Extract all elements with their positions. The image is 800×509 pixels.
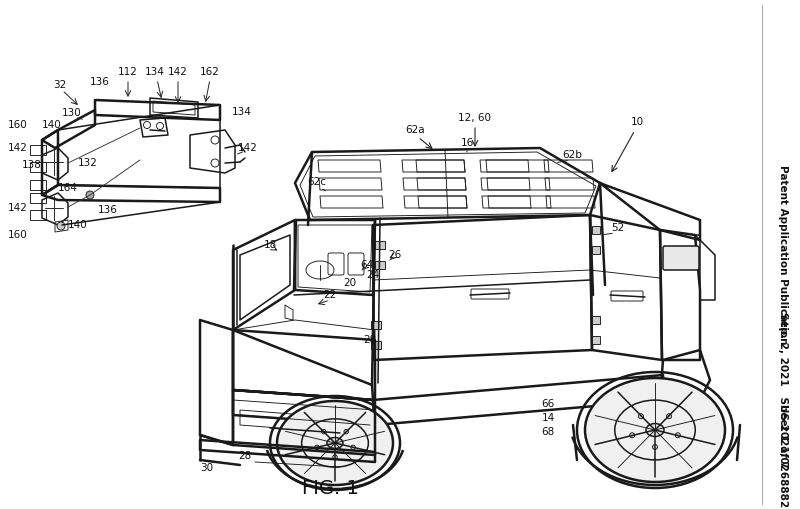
Text: 160: 160: [8, 120, 28, 130]
Bar: [30, 145, 46, 155]
Bar: [375, 261, 385, 269]
Text: Patent Application Publication: Patent Application Publication: [778, 165, 788, 345]
Text: 160: 160: [8, 230, 28, 240]
Text: 12, 60: 12, 60: [458, 113, 491, 123]
Text: 140: 140: [68, 220, 88, 230]
Bar: [30, 180, 46, 190]
Text: 62a: 62a: [405, 125, 425, 135]
Text: 62c: 62c: [307, 177, 326, 187]
Circle shape: [333, 455, 338, 459]
Text: 142: 142: [8, 143, 28, 153]
Circle shape: [314, 445, 319, 449]
Text: 142: 142: [8, 203, 28, 213]
Circle shape: [86, 191, 94, 199]
Text: 136: 136: [90, 77, 110, 87]
Circle shape: [322, 430, 326, 434]
Circle shape: [57, 222, 65, 230]
Circle shape: [653, 444, 658, 449]
Text: 140: 140: [42, 120, 62, 130]
Ellipse shape: [585, 378, 725, 482]
Text: 28: 28: [363, 335, 377, 345]
Bar: [371, 341, 381, 349]
Bar: [30, 210, 46, 220]
Text: 10: 10: [630, 117, 643, 127]
Text: FIG. 1: FIG. 1: [302, 478, 358, 497]
Text: 64: 64: [360, 260, 374, 270]
Text: 136: 136: [98, 205, 118, 215]
Text: 134: 134: [145, 67, 165, 77]
Ellipse shape: [327, 438, 343, 448]
Text: 62b: 62b: [562, 150, 582, 160]
Bar: [592, 226, 600, 234]
Text: 14: 14: [542, 413, 554, 423]
Text: Sep. 2, 2021   Sheet 1 of 7: Sep. 2, 2021 Sheet 1 of 7: [778, 312, 788, 468]
Text: 142: 142: [168, 67, 188, 77]
Text: 20: 20: [343, 278, 357, 288]
Text: 24: 24: [366, 270, 380, 280]
Bar: [30, 162, 46, 172]
Text: 112: 112: [118, 67, 138, 77]
Text: 30: 30: [201, 463, 214, 473]
Text: 26: 26: [388, 250, 402, 260]
Circle shape: [666, 414, 672, 419]
Text: 134: 134: [232, 107, 252, 117]
Text: 138: 138: [22, 160, 42, 170]
Circle shape: [344, 430, 348, 434]
Text: 142: 142: [238, 143, 258, 153]
Text: 28: 28: [238, 451, 252, 461]
Text: 162: 162: [200, 67, 220, 77]
Bar: [375, 241, 385, 249]
Bar: [371, 321, 381, 329]
Text: 52: 52: [611, 223, 625, 233]
Text: 68: 68: [542, 427, 554, 437]
Circle shape: [351, 445, 355, 449]
Text: 130: 130: [62, 108, 82, 118]
Text: 66: 66: [542, 399, 554, 409]
Text: US 2021/0268882 A1: US 2021/0268882 A1: [778, 404, 788, 509]
Text: 22: 22: [323, 290, 337, 300]
Circle shape: [630, 433, 634, 438]
FancyBboxPatch shape: [663, 246, 699, 270]
Bar: [592, 336, 600, 344]
Ellipse shape: [646, 423, 664, 437]
Bar: [30, 193, 46, 203]
Circle shape: [675, 433, 680, 438]
Text: 132: 132: [78, 158, 98, 168]
Bar: [592, 316, 600, 324]
Text: 164: 164: [58, 183, 78, 193]
Circle shape: [638, 414, 643, 419]
Ellipse shape: [277, 401, 393, 485]
Text: 18: 18: [263, 240, 277, 250]
Text: 16: 16: [460, 138, 474, 148]
Text: 32: 32: [54, 80, 66, 90]
Bar: [592, 246, 600, 254]
